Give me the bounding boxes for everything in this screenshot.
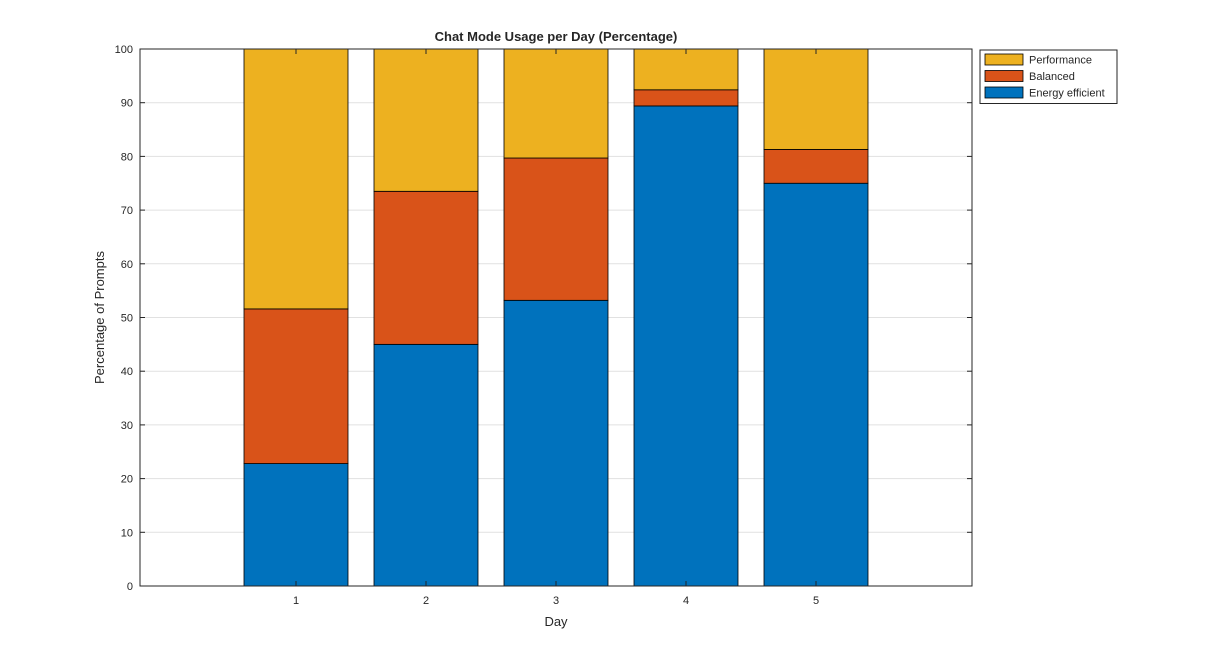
legend-label: Performance bbox=[1029, 55, 1092, 67]
x-axis-ticks: 1 2 3 4 5 bbox=[293, 49, 819, 607]
legend-swatch bbox=[984, 53, 1024, 66]
y-axis-ticks: 0 10 20 30 40 50 60 70 80 90 100 bbox=[115, 44, 972, 593]
bar-stack-day-5 bbox=[763, 48, 869, 587]
bar-balanced-day-3 bbox=[503, 157, 609, 301]
y-tick-label: 100 bbox=[115, 44, 133, 56]
x-axis-label: Day bbox=[544, 614, 568, 629]
bar-energy-efficient-day-4 bbox=[633, 105, 739, 587]
y-tick-label: 90 bbox=[121, 98, 133, 110]
y-tick-label: 30 bbox=[121, 420, 133, 432]
bar-energy-efficient-day-2 bbox=[373, 343, 479, 587]
bar-stack-day-1 bbox=[243, 48, 349, 587]
x-tick-label: 4 bbox=[683, 595, 689, 607]
bar-stacks bbox=[243, 48, 869, 587]
bar-balanced-day-1 bbox=[243, 308, 349, 464]
legend-item-balanced: Balanced bbox=[984, 70, 1075, 83]
x-tick-label: 3 bbox=[553, 595, 559, 607]
legend-item-energy-efficient: Energy efficient bbox=[984, 86, 1105, 100]
bar-energy-efficient-day-3 bbox=[503, 299, 609, 587]
legend-label: Balanced bbox=[1029, 71, 1075, 83]
legend-label: Energy efficient bbox=[1029, 88, 1105, 100]
y-tick-label: 50 bbox=[121, 313, 133, 325]
y-tick-label: 20 bbox=[121, 474, 133, 486]
chart-title: Chat Mode Usage per Day (Percentage) bbox=[435, 29, 678, 44]
y-tick-label: 80 bbox=[121, 151, 133, 163]
y-tick-label: 0 bbox=[127, 581, 133, 593]
bar-performance-day-1 bbox=[243, 48, 349, 310]
bar-stack-day-2 bbox=[373, 48, 479, 587]
x-tick-label: 5 bbox=[813, 595, 819, 607]
bar-performance-day-5 bbox=[763, 48, 869, 150]
bar-energy-efficient-day-5 bbox=[763, 182, 869, 587]
bar-performance-day-3 bbox=[503, 48, 609, 159]
x-tick-label: 1 bbox=[293, 595, 299, 607]
bar-balanced-day-5 bbox=[763, 149, 869, 184]
bar-balanced-day-2 bbox=[373, 190, 479, 345]
x-tick-label: 2 bbox=[423, 595, 429, 607]
legend-swatch bbox=[984, 70, 1024, 82]
y-tick-label: 60 bbox=[121, 259, 133, 271]
bar-balanced-day-4 bbox=[633, 89, 739, 107]
y-tick-label: 40 bbox=[121, 366, 133, 378]
bar-performance-day-2 bbox=[373, 48, 479, 192]
bar-energy-efficient-day-1 bbox=[243, 463, 349, 587]
y-tick-label: 10 bbox=[121, 527, 133, 539]
y-tick-label: 70 bbox=[121, 205, 133, 217]
legend-item-performance: Performance bbox=[984, 53, 1092, 67]
legend: Performance Balanced Energy efficient bbox=[979, 49, 1118, 104]
y-axis-label: Percentage of Prompts bbox=[92, 251, 107, 384]
bar-stack-day-4 bbox=[633, 48, 739, 587]
bar-performance-day-4 bbox=[633, 48, 739, 91]
bar-stack-day-3 bbox=[503, 48, 609, 587]
legend-swatch bbox=[984, 86, 1024, 99]
